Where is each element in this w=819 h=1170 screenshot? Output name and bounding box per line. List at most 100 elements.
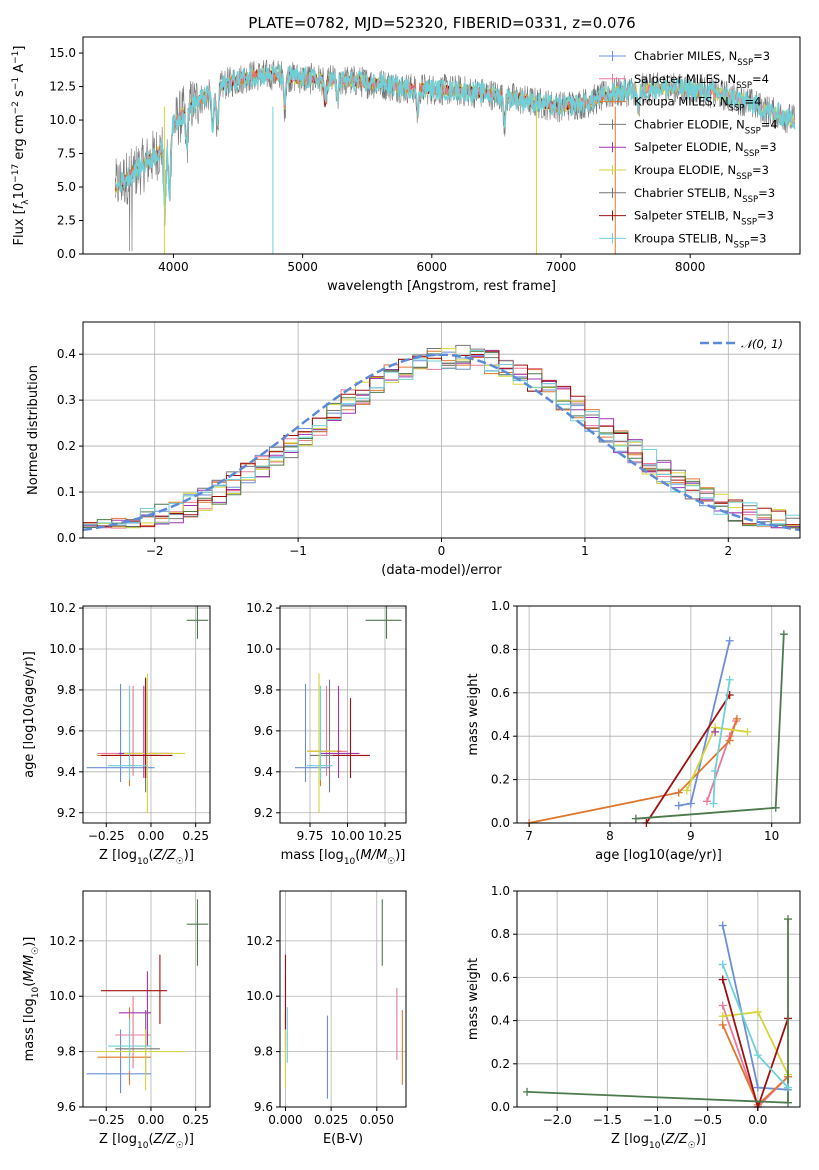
weight-line-kroupa_miles xyxy=(721,1024,789,1107)
weight-marker xyxy=(725,675,734,684)
y-tick-label: 0.1 xyxy=(57,485,76,499)
x-tick-label: −1.0 xyxy=(643,1113,672,1127)
x-axis-label: (data-model)/error xyxy=(381,563,502,578)
y-tick-label: 0.4 xyxy=(491,729,510,743)
legend-entry: Salpeter MILES, NSSP=4 xyxy=(634,72,769,91)
y-tick-label: 9.8 xyxy=(254,1045,273,1059)
weight-marker xyxy=(732,714,741,723)
x-axis-label: age [log10(age/yr)] xyxy=(595,848,722,863)
y-tick-label: 10.2 xyxy=(246,601,273,615)
x-axis-label: Z [log10(Z/Z☉)] xyxy=(611,1132,706,1151)
observed-spectrum xyxy=(115,59,795,252)
y-tick-label: 9.6 xyxy=(254,1100,273,1114)
weight-marker xyxy=(771,803,780,812)
legend-entry: Salpeter STELIB, NSSP=3 xyxy=(634,209,774,228)
axes-frame xyxy=(82,890,211,1108)
y-tick-label: 0.4 xyxy=(57,347,76,361)
x-tick-label: 10 xyxy=(764,829,779,843)
weight-marker xyxy=(682,786,691,795)
weight-line-salpeter_stelib xyxy=(645,694,731,824)
x-tick-label: 0.00 xyxy=(138,1113,165,1127)
weight-marker xyxy=(711,766,720,775)
y-tick-label: 10.0 xyxy=(49,642,76,656)
spectrum-lines xyxy=(114,59,796,254)
age_vs_mass-points xyxy=(295,606,402,813)
y-tick-label: 0.8 xyxy=(491,642,510,656)
x-axis-label: E(B-V) xyxy=(323,1132,363,1147)
y-tick-label: 10.0 xyxy=(246,642,273,656)
mass_vs_Z-points xyxy=(86,899,209,1094)
y-tick-label: 9.2 xyxy=(57,806,76,820)
y-tick-label: 9.6 xyxy=(57,724,76,738)
y-tick-label: 9.8 xyxy=(57,1045,76,1059)
x-tick-label: 8000 xyxy=(675,260,706,274)
x-axis-label: Z [log10(Z/Z☉)] xyxy=(99,848,194,867)
axes-frame xyxy=(516,605,801,824)
weight-marker xyxy=(523,1087,532,1096)
legend-entry: Kroupa ELODIE, NSSP=3 xyxy=(634,163,769,182)
y-tick-label: 10.2 xyxy=(49,934,76,948)
gaussian-curve xyxy=(83,353,800,532)
x-axis-label: Z [log10(Z/Z☉)] xyxy=(99,1132,194,1151)
x-tick-label: −1.5 xyxy=(593,1113,622,1127)
x-tick-label: −0.25 xyxy=(88,829,125,843)
x-tick-label: 0.0 xyxy=(748,1113,767,1127)
x-tick-label: 7 xyxy=(525,829,533,843)
mass_vs_Z-panel: −0.25 0.00 0.25 9.6 9.8 10.0 10.2 Z [log10(Z/Z☉… xyxy=(22,890,211,1151)
x-tick-label: 0 xyxy=(438,544,446,558)
y-tick-label: 2.5 xyxy=(57,214,76,228)
y-tick-label: 10.0 xyxy=(49,113,76,127)
weight-line-chabrier_miles xyxy=(721,925,789,1091)
legend-entry: Kroupa MILES, NSSP=4 xyxy=(634,95,761,114)
weight-marker xyxy=(631,814,640,823)
y-tick-label: 1.0 xyxy=(491,884,510,898)
weight-marker xyxy=(718,1001,727,1010)
weight-marker xyxy=(779,630,788,639)
x-tick-label: 10.00 xyxy=(330,829,364,843)
y-tick-label: 0.2 xyxy=(57,439,76,453)
x-tick-label: 8 xyxy=(606,829,614,843)
mass_vs_ebv-points xyxy=(284,899,403,1099)
x-tick-label: 9 xyxy=(687,829,695,843)
x-tick-label: 0.025 xyxy=(314,1113,348,1127)
weight-marker xyxy=(725,636,734,645)
weight-line-kroupa_elodie xyxy=(722,1011,789,1075)
legend-entry: Chabrier STELIB, NSSP=3 xyxy=(634,186,775,205)
weight-marker xyxy=(783,915,792,924)
weight-marker xyxy=(718,1020,727,1029)
x-tick-label: 2 xyxy=(724,544,732,558)
y-tick-label: 0.0 xyxy=(491,1100,510,1114)
x-tick-label: 9.75 xyxy=(297,829,324,843)
legend-entry: Kroupa STELIB, NSSP=3 xyxy=(634,231,766,250)
legend-entry: Chabrier MILES, NSSP=3 xyxy=(634,49,770,68)
weight-marker xyxy=(718,960,727,969)
x-tick-label: 0.050 xyxy=(360,1113,394,1127)
x-tick-label: 10.25 xyxy=(368,829,402,843)
y-tick-label: 0.0 xyxy=(491,816,510,830)
y-tick-label: 0.8 xyxy=(491,927,510,941)
legend-entry: 𝒩(0, 1) xyxy=(741,337,783,351)
y-tick-label: 0.6 xyxy=(491,686,510,700)
x-tick-label: 4000 xyxy=(158,260,189,274)
y-tick-label: 0.6 xyxy=(491,970,510,984)
weight-marker xyxy=(686,799,695,808)
y-tick-label: 7.5 xyxy=(57,147,76,161)
figure-title: PLATE=0782, MJD=52320, FIBERID=0331, z=0… xyxy=(248,14,635,32)
x-axis-label: mass [log10(M/M☉)] xyxy=(281,848,406,867)
weight-marker xyxy=(783,1098,792,1107)
y-axis-label: Normed distribution xyxy=(26,365,41,495)
x-axis-label: wavelength [Angstrom, rest frame] xyxy=(327,279,556,294)
histograms xyxy=(83,344,800,532)
weight-marker xyxy=(783,1083,792,1092)
y-tick-label: 1.0 xyxy=(491,599,510,613)
weight-marker xyxy=(718,1012,727,1021)
y-axis-label: mass weight xyxy=(466,673,481,755)
y-tick-label: 10.2 xyxy=(49,601,76,615)
y-tick-label: 9.2 xyxy=(254,806,273,820)
y-tick-label: 9.8 xyxy=(254,683,273,697)
y-tick-label: 0.0 xyxy=(57,531,76,545)
y-tick-label: 15.0 xyxy=(49,46,76,60)
weight-line-kroupa_stelib xyxy=(721,964,789,1089)
axes-frame xyxy=(82,36,801,255)
